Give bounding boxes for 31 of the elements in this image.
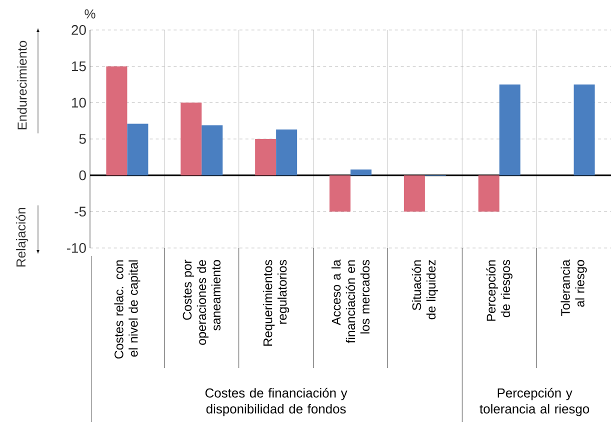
y-axis-title: % <box>84 9 96 18</box>
y-tick-label: -10 <box>66 243 86 253</box>
y-tick-label: 20 <box>72 25 86 35</box>
x-tick-label: Situación de liquidez <box>412 260 438 320</box>
x-tick-label: Requerimientos regulatorios <box>263 260 290 346</box>
y-tick-label: 0 <box>79 170 86 180</box>
bar <box>202 125 223 176</box>
y-tick-label: -5 <box>74 206 86 217</box>
bar <box>106 66 128 176</box>
x-tick-label: Costes relac. con el nivel de capital <box>114 260 140 359</box>
bar <box>350 170 372 176</box>
y-tick-label: 15 <box>72 61 86 72</box>
y-tick-label: 10 <box>72 98 86 108</box>
bar <box>330 175 351 212</box>
bar <box>276 130 298 176</box>
text: Endurecimiento <box>17 40 27 130</box>
text: Costes de financiación y disponibilidad de fondos <box>205 388 348 416</box>
bar <box>499 84 520 176</box>
bar <box>127 124 148 176</box>
y-tick-label: 5 <box>79 134 86 144</box>
x-tick-label: Percepción de riesgos <box>486 260 512 321</box>
x-tick-label: Tolerancia al riesgo <box>560 260 587 316</box>
bar <box>478 175 500 212</box>
bar <box>574 84 595 176</box>
bar <box>404 175 425 212</box>
x-tick-label: Acceso a la financiación en los mercados <box>331 260 370 344</box>
text: Percepción y tolerancia al riesgo <box>480 388 590 416</box>
bar <box>255 138 276 176</box>
text: Relajación <box>16 208 28 267</box>
x-tick-label: Costes por operaciones de saneamiento <box>182 260 221 345</box>
bar <box>180 102 202 176</box>
